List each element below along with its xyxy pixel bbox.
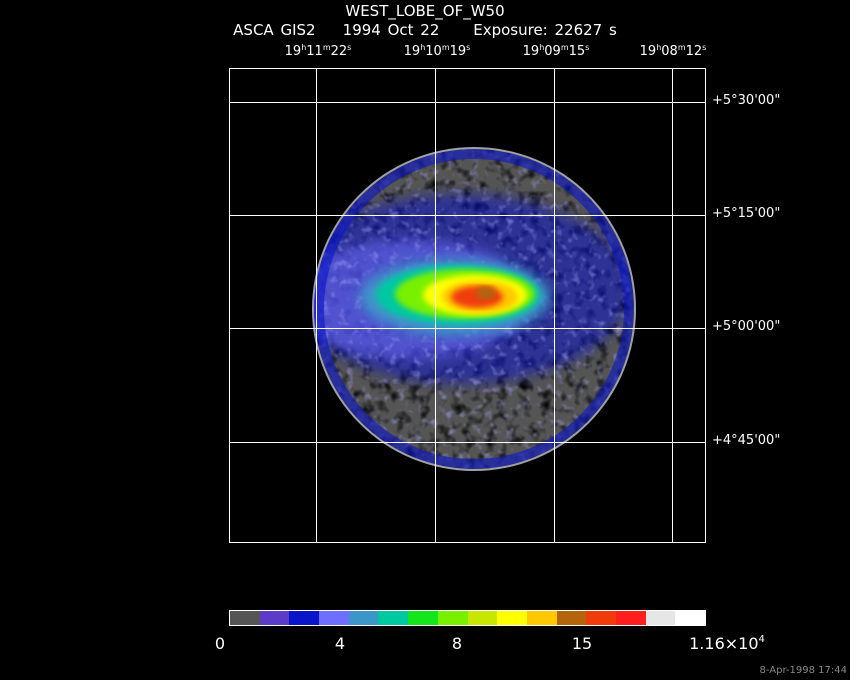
grid-line: [316, 69, 317, 542]
colorbar-max-label: 1.16×104: [689, 634, 765, 653]
colorbar-swatch: [556, 611, 587, 625]
instrument-label: ASCA GIS2: [233, 21, 316, 39]
dec-label: +4°45'00": [712, 433, 781, 448]
colorbar-swatch: [319, 611, 349, 625]
colorbar-tick-label: 15: [571, 634, 593, 653]
plot-title: WEST_LOBE_OF_W50: [345, 2, 505, 20]
ra-label: 19h08m12s: [639, 43, 707, 59]
colorbar-swatch: [230, 611, 260, 625]
dec-label: +5°00'00": [712, 319, 781, 334]
colorbar-swatch: [497, 611, 527, 625]
colorbar-swatch: [259, 611, 290, 625]
grid-line: [672, 69, 673, 542]
colorbar-swatch: [408, 611, 438, 625]
ra-label: 19h10m19s: [403, 43, 471, 59]
colorbar-swatch: [437, 611, 468, 625]
ra-label: 19h11m22s: [284, 43, 352, 59]
grid-line: [230, 442, 705, 443]
colorbar-swatch: [586, 611, 616, 625]
colorbar-swatch: [467, 611, 498, 625]
xray-image-panel: [229, 68, 706, 543]
colorbar-swatch: [526, 611, 557, 625]
timestamp: 8-Apr-1998 17:44: [759, 665, 847, 676]
colorbar-tick-label: 8: [451, 634, 463, 653]
colorbar-swatch: [645, 611, 676, 625]
xray-intensity-map: [312, 147, 636, 471]
colorbar-tick-label: 0: [214, 634, 226, 653]
grid-line: [554, 69, 555, 542]
grid-line: [230, 102, 705, 103]
colorbar-swatch: [378, 611, 409, 625]
observation-date: 1994 Oct 22: [342, 21, 440, 39]
grid-line: [230, 215, 705, 216]
colorbar: [229, 610, 706, 626]
grid-line: [435, 69, 436, 542]
plot-subtitle: ASCA GIS2 1994 Oct 22 Exposure: 22627 s: [0, 21, 850, 39]
grid-line: [230, 328, 705, 329]
colorbar-swatch: [348, 611, 379, 625]
detector-disk: [314, 149, 634, 469]
colorbar-swatch: [289, 611, 320, 625]
dec-label: +5°15'00": [712, 206, 781, 221]
dec-label: +5°30'00": [712, 93, 781, 108]
colorbar-swatch: [675, 611, 705, 625]
ra-label: 19h09m15s: [522, 43, 590, 59]
colorbar-tick-label: 4: [334, 634, 346, 653]
colorbar-swatch: [615, 611, 646, 625]
exposure-label: Exposure: 22627 s: [473, 21, 617, 39]
